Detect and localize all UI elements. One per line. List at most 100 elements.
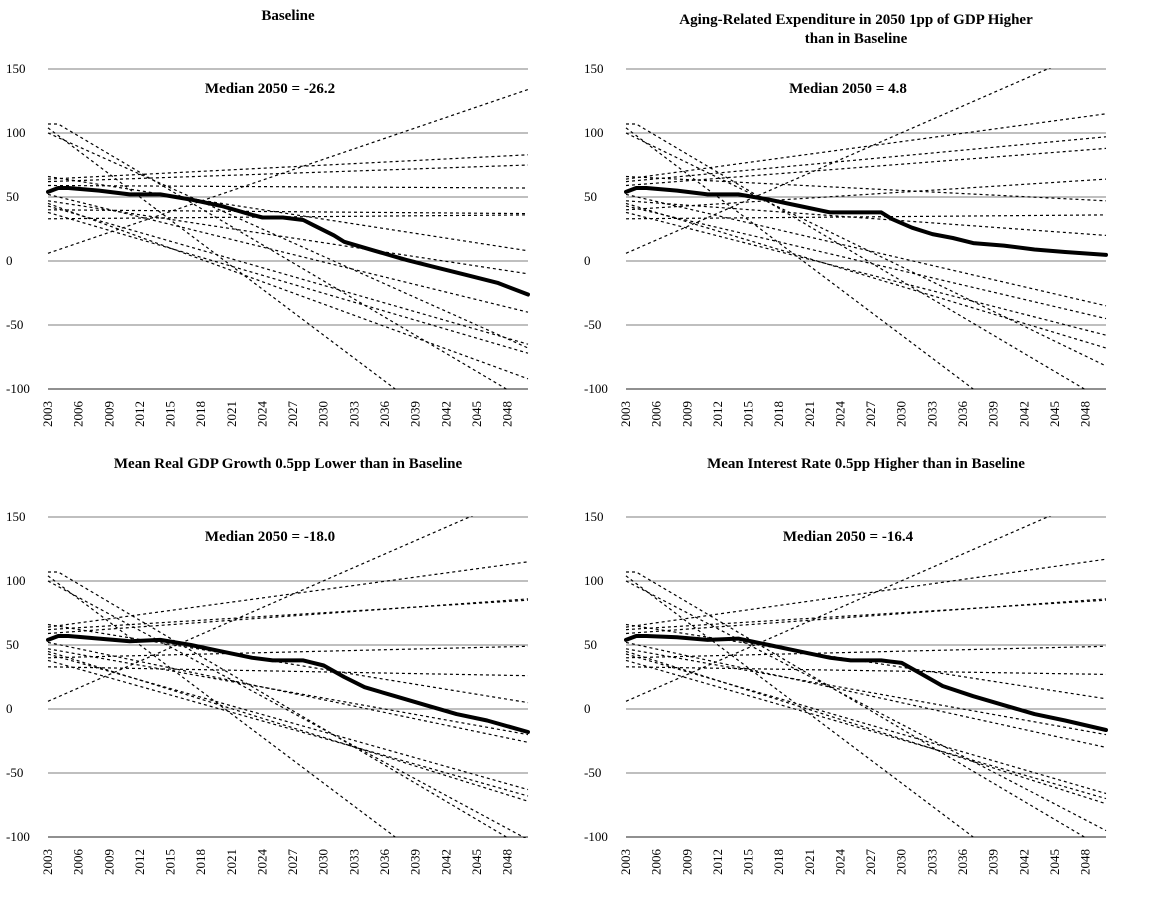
scenario-line [625,598,1107,635]
y-tick-label: 50 [6,189,19,204]
x-tick-label: 2024 [832,849,847,876]
chart-title: Mean Interest Rate 0.5pp Higher than in … [707,456,1025,472]
chart-panel-baseline: Baseline 150 100 50 0 -50 -100 2003 2006 2009 2012… [0,0,578,448]
chart-svg-baseline: Baseline 150 100 50 0 -50 -100 2003 2006 2009 2012… [6,8,530,428]
scenario-line [47,202,529,380]
scenario-line [47,561,529,628]
y-tick-label: 100 [584,125,604,140]
x-tick-label: 2027 [863,849,878,876]
scenario-line [625,200,1107,236]
scenario-line [625,211,1107,336]
x-tick-label: 2012 [710,849,725,875]
scenario-line [47,645,529,659]
scenario-line [625,113,1107,180]
y-tick-label: 150 [6,61,26,76]
x-tick-label: 2009 [679,849,694,875]
x-tick-label: 2021 [802,401,817,427]
chart-svg-aging-expenditure: Aging-Related Expenditure in 2050 1pp of… [584,12,1108,428]
y-tick-label: 50 [6,637,19,652]
x-tick-label: 2030 [316,401,331,427]
x-tick-label: 2021 [802,849,817,875]
x-tick-label: 2006 [649,849,664,876]
x-tick-label: 2015 [741,849,756,875]
median-annotation: Median 2050 = -16.4 [783,529,914,545]
x-tick-label: 2009 [101,401,116,427]
y-tick-label: -50 [6,317,23,332]
scenario-line [47,516,474,702]
y-tick-label: 50 [584,189,597,204]
y-tick-label: 0 [584,253,591,268]
median-line [624,634,1108,732]
x-tick-label: 2033 [924,401,939,427]
scenario-line [625,193,1107,307]
x-tick-label: 2042 [438,401,453,427]
scenario-line [47,659,529,797]
scenario-line [48,571,510,838]
scenario-line [47,209,529,215]
scenario-line [48,123,510,390]
scenario-line [47,154,529,180]
x-tick-label: 2018 [771,401,786,427]
chart-title: Baseline [261,8,315,24]
scenario-line [625,599,1107,631]
scenario-line [625,132,1107,367]
x-tick-label: 2015 [163,849,178,875]
x-tick-label: 2042 [1016,401,1031,427]
x-tick-label: 2018 [193,401,208,427]
scenario-line [625,178,1107,211]
scenario-line [625,136,1107,183]
y-tick-label: 150 [6,509,26,524]
median-annotation: Median 2050 = 4.8 [789,81,907,97]
x-tick-label: 2048 [1078,849,1093,875]
x-tick-label: 2036 [955,401,970,428]
x-tick-label: 2015 [741,401,756,427]
chart-svg-interest-rate: Mean Interest Rate 0.5pp Higher than in … [584,456,1108,876]
chart-title: Aging-Related Expenditure in 2050 1pp of… [679,12,1033,28]
chart-title: Mean Real GDP Growth 0.5pp Lower than in… [114,456,463,472]
scenario-line [625,580,1107,832]
y-tick-label: 100 [6,573,26,588]
x-tick-label: 2042 [1016,849,1031,875]
chart-panel-aging-expenditure: Aging-Related Expenditure in 2050 1pp of… [578,0,1156,448]
x-tick-label: 2021 [224,401,239,427]
scenario-line [47,598,529,635]
y-tick-label: 0 [6,253,13,268]
y-tick-label: -100 [584,381,608,396]
scenario-line [47,653,529,791]
x-tick-label: 2033 [346,849,361,875]
x-tick-label: 2024 [832,401,847,428]
median-annotation: Median 2050 = -26.2 [205,81,335,97]
x-tick-label: 2003 [40,849,55,875]
scenario-line [625,666,1107,675]
x-tick-label: 2012 [132,849,147,875]
scenario-line [625,147,1107,187]
scenario-line [625,68,1052,254]
x-tick-label: 2015 [163,401,178,427]
x-tick-label: 2045 [1047,849,1062,875]
x-tick-label: 2033 [346,401,361,427]
x-tick-label: 2018 [193,849,208,875]
x-tick-label: 2045 [469,849,484,875]
x-tick-label: 2027 [285,849,300,876]
x-tick-label: 2048 [1078,401,1093,427]
y-tick-label: 0 [584,701,591,716]
median-annotation: Median 2050 = -18.0 [205,529,335,545]
scenario-line [47,641,529,743]
x-tick-label: 2012 [132,401,147,427]
x-tick-label: 2039 [986,401,1001,427]
chart-svg-gdp-growth: Mean Real GDP Growth 0.5pp Lower than in… [6,456,530,876]
x-tick-label: 2024 [254,401,269,428]
scenario-lines [624,516,1108,838]
x-tick-label: 2048 [500,849,515,875]
scenario-line [47,623,529,704]
scenario-line [625,175,1107,202]
x-tick-label: 2036 [377,849,392,876]
x-tick-label: 2027 [863,401,878,428]
x-tick-label: 2003 [618,401,633,427]
x-tick-label: 2009 [101,849,116,875]
x-tick-label: 2039 [408,401,423,427]
scenario-lines [46,516,530,838]
scenario-line [625,641,1107,748]
scenario-line [47,580,527,838]
x-tick-label: 2030 [894,401,909,427]
